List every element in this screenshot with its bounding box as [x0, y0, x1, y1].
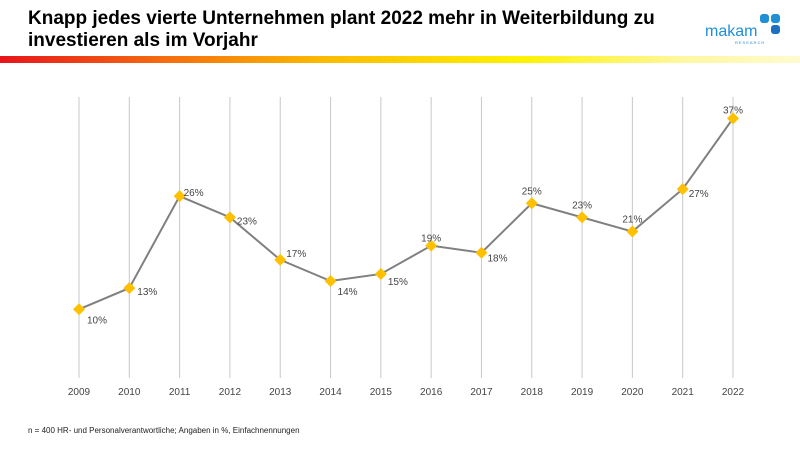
- data-label: 26%: [184, 188, 204, 199]
- footnote: n = 400 HR- und Personalverantwortliche;…: [28, 426, 300, 435]
- x-tick-label: 2020: [621, 387, 644, 398]
- x-tick-label: 2017: [470, 387, 493, 398]
- data-point-marker: [626, 225, 639, 238]
- x-tick-label: 2019: [571, 387, 594, 398]
- x-tick-label: 2016: [420, 387, 443, 398]
- data-point-marker: [374, 267, 387, 280]
- data-point-marker: [324, 275, 337, 288]
- data-label: 10%: [87, 315, 107, 326]
- data-point-marker: [525, 197, 538, 210]
- data-label: 15%: [388, 277, 408, 288]
- x-tick-label: 2009: [68, 387, 91, 398]
- data-point-marker: [727, 112, 739, 125]
- x-tick-label: 2012: [219, 387, 242, 398]
- data-point-marker: [576, 211, 589, 224]
- svg-text:makam: makam: [705, 23, 757, 40]
- data-point-marker: [123, 282, 136, 295]
- svg-text:RESEARCH: RESEARCH: [735, 40, 765, 45]
- x-tick-label: 2010: [118, 387, 141, 398]
- makam-logo: makam RESEARCH: [705, 14, 780, 45]
- data-point-marker: [223, 211, 236, 224]
- data-point-marker: [173, 190, 186, 203]
- data-point-marker: [475, 246, 488, 259]
- x-tick-label: 2015: [370, 387, 393, 398]
- data-label: 25%: [522, 186, 542, 197]
- data-label: 18%: [487, 254, 507, 265]
- data-label: 14%: [338, 287, 358, 298]
- x-tick-label: 2013: [269, 387, 292, 398]
- data-point-marker: [274, 253, 287, 266]
- x-tick-label: 2011: [169, 387, 191, 398]
- x-tick-label: 2022: [722, 387, 745, 398]
- data-point-marker: [676, 183, 689, 196]
- data-point-marker: [425, 239, 438, 252]
- series-line: [78, 117, 734, 311]
- data-label: 21%: [622, 215, 642, 226]
- data-label: 17%: [286, 249, 306, 260]
- data-label: 23%: [572, 200, 592, 211]
- data-label: 19%: [421, 234, 441, 245]
- data-label: 23%: [237, 216, 257, 227]
- x-tick-label: 2021: [672, 387, 695, 398]
- data-label: 37%: [723, 105, 743, 116]
- x-tick-label: 2014: [319, 387, 342, 398]
- data-point-marker: [73, 303, 85, 316]
- page-title: Knapp jedes vierte Unternehmen plant 202…: [28, 8, 655, 51]
- gradient-divider: [0, 56, 800, 63]
- data-label: 27%: [689, 189, 709, 200]
- x-tick-label: 2018: [521, 387, 544, 398]
- data-label: 13%: [137, 287, 157, 298]
